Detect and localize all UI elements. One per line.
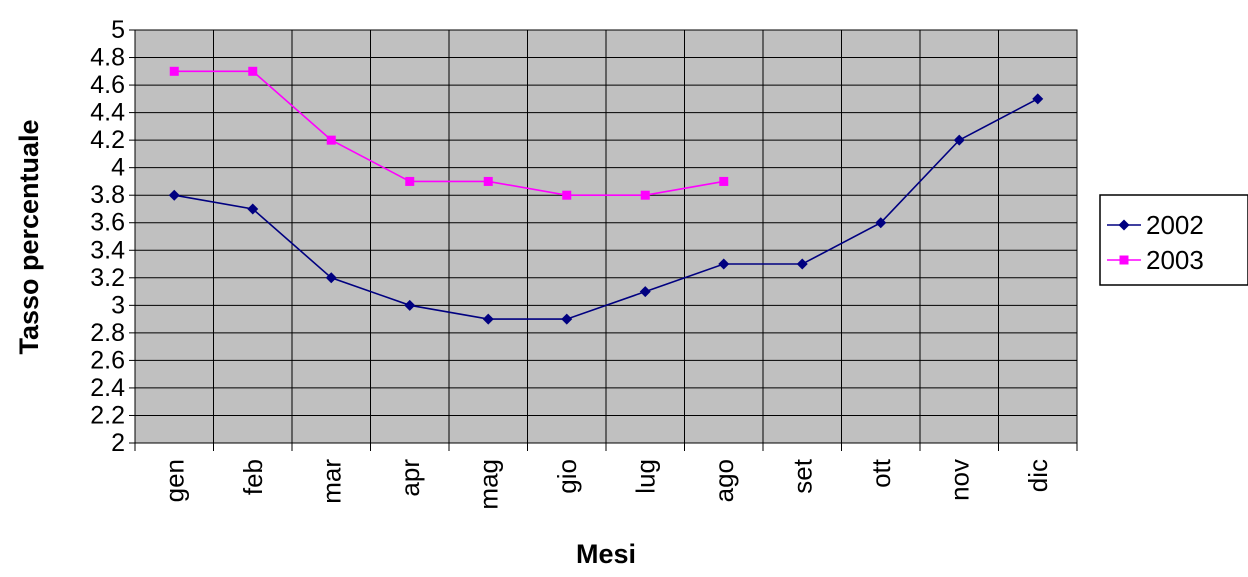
y-tick-label: 2.8: [90, 319, 125, 347]
data-point-2003: [405, 176, 415, 186]
data-point-2002: [639, 286, 651, 298]
data-point-2002: [482, 313, 494, 325]
data-point-2002: [796, 258, 808, 270]
x-category-label: dic: [1023, 459, 1053, 492]
data-point-2002: [404, 299, 416, 311]
data-point-2002: [247, 203, 259, 215]
data-point-2002: [1032, 93, 1044, 105]
x-category-label: apr: [395, 459, 425, 497]
x-category-label: mag: [473, 459, 503, 510]
data-point-2003: [169, 66, 179, 76]
data-point-2003: [640, 190, 650, 200]
y-tick-label: 4: [111, 154, 125, 182]
legend-label-2002: 2002: [1146, 210, 1204, 240]
data-point-2003: [719, 176, 729, 186]
x-category-label: ott: [866, 458, 896, 488]
y-tick-label: 3.6: [90, 209, 125, 237]
x-category-label: nov: [944, 459, 974, 501]
series-line-2002: [174, 98, 1039, 320]
data-point-2002: [325, 272, 337, 284]
y-tick-label: 5: [111, 16, 125, 44]
y-tick-label: 4.8: [90, 44, 125, 72]
data-point-2002: [953, 134, 965, 146]
data-point-2003: [248, 66, 258, 76]
series-line-2003: [174, 70, 724, 196]
y-tick-label: 3.2: [90, 264, 125, 292]
y-tick-label: 3: [111, 291, 125, 319]
y-axis-title: Tasso percentuale: [14, 119, 44, 354]
x-category-label: ago: [709, 459, 739, 502]
legend: 2002 2003: [1099, 194, 1248, 286]
x-axis-title: Mesi: [576, 539, 636, 569]
legend-marker-2003: [1119, 255, 1129, 265]
x-category-label: gen: [159, 459, 189, 502]
x-category-label: set: [787, 458, 817, 493]
y-tick-label: 2.6: [90, 346, 125, 374]
y-tick-label: 2.4: [90, 374, 125, 402]
series-markers: [168, 66, 1044, 325]
data-point-2003: [483, 176, 493, 186]
y-tick-label: 3.8: [90, 181, 125, 209]
data-point-2002: [561, 313, 573, 325]
axes: 22.22.42.62.833.23.43.63.844.24.44.64.85…: [90, 16, 1078, 510]
data-point-2003: [326, 135, 336, 145]
legend-label-2003: 2003: [1146, 245, 1204, 275]
y-tick-label: 3.4: [90, 236, 125, 264]
data-point-2002: [168, 189, 180, 201]
x-category-label: feb: [238, 459, 268, 495]
y-tick-label: 4.6: [90, 71, 125, 99]
series-lines: [174, 70, 1039, 320]
x-category-label: mar: [316, 459, 346, 504]
data-point-2002: [875, 217, 887, 229]
x-category-label: lug: [630, 459, 660, 494]
legend-marker-2002: [1118, 219, 1130, 231]
legend-box: [1099, 194, 1248, 286]
y-tick-label: 2.2: [90, 401, 125, 429]
y-tick-label: 2: [111, 429, 125, 457]
data-point-2002: [718, 258, 730, 270]
x-category-label: gio: [552, 459, 582, 494]
y-tick-label: 4.2: [90, 126, 125, 154]
data-point-2003: [562, 190, 572, 200]
y-tick-label: 4.4: [90, 99, 125, 127]
